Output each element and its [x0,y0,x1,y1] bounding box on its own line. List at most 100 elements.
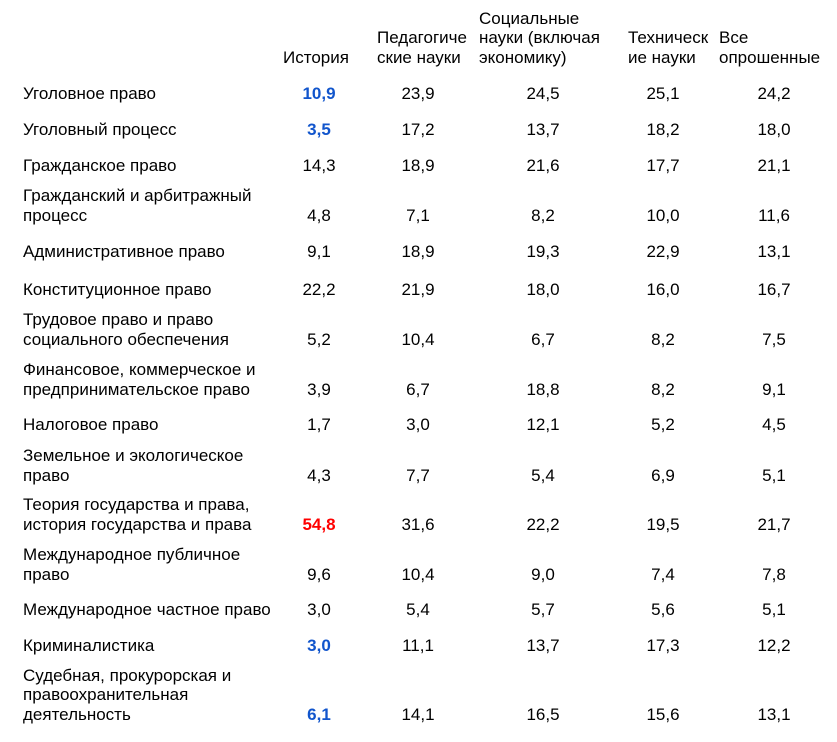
table-row: Гражданское право 14,3 18,9 21,6 17,7 21,1 [23,139,830,175]
header-technical: Техническ ие науки [628,28,709,67]
cell-value: 31,6 [401,514,435,534]
cell-value: 13,1 [757,241,791,261]
cell-value: 5,6 [651,599,675,619]
cell-value: 6,1 [307,704,331,724]
cell-value: 1,7 [307,414,331,434]
cell-value: 15,6 [646,704,680,724]
cell-value: 19,5 [646,514,680,534]
cell-value: 5,2 [307,329,331,349]
cell-value: 10,4 [401,329,435,349]
table-row: Финансовое, коммерческое и предпринимате… [23,349,830,399]
table-row: Международное публичное право 9,6 10,4 9,0 7… [23,534,830,584]
table-row: Теория государства и права, история госу… [23,485,830,534]
row-label: Трудовое право и право социального обесп… [23,310,229,349]
cell-value: 12,1 [526,414,560,434]
cell-value: 18,0 [757,119,791,139]
cell-value: 21,1 [757,155,791,175]
cell-value: 3,5 [307,119,331,139]
cell-value: 25,1 [646,83,680,103]
row-label: Судебная, прокурорская и правоохранитель… [23,665,232,724]
cell-value: 22,2 [526,514,560,534]
row-label: Финансовое, коммерческое и предпринимате… [23,360,256,399]
cell-value: 10,0 [646,205,680,225]
cell-value: 7,8 [762,564,786,584]
cell-value: 5,7 [531,599,555,619]
cell-value: 18,9 [401,241,435,261]
cell-value: 3,0 [307,599,331,619]
table-row: Трудовое право и право социального обесп… [23,299,830,349]
cell-value: 8,2 [651,379,675,399]
cell-value: 18,0 [526,279,560,299]
row-label: Конституционное право [23,279,212,299]
cell-value: 3,9 [307,379,331,399]
cell-value: 8,2 [531,205,555,225]
cell-value: 23,9 [401,83,435,103]
cell-value: 18,9 [401,155,435,175]
cell-value: 18,8 [526,379,560,399]
cell-value: 14,1 [401,704,435,724]
row-label: Уголовный процесс [23,119,177,139]
row-label: Теория государства и права, история госу… [23,495,252,534]
cell-value: 9,6 [307,564,331,584]
cell-value: 16,0 [646,279,680,299]
cell-value: 7,1 [406,205,430,225]
table-row: Судебная, прокурорская и правоохранитель… [23,655,830,724]
table-header: История Педагогиче ские науки Социальные… [23,0,830,67]
table-row: Международное частное право 3,0 5,4 5,7 5,6 5… [23,584,830,619]
row-label: Налоговое право [23,414,159,434]
cell-value: 5,2 [651,414,675,434]
header-history: История [283,47,349,67]
cell-value: 5,4 [531,465,555,485]
row-label: Земельное и экологическое право [23,446,244,485]
cell-value: 6,7 [406,379,430,399]
cell-value: 24,5 [526,83,560,103]
cell-value: 8,2 [651,329,675,349]
cell-value: 17,2 [401,119,435,139]
cell-value: 22,9 [646,241,680,261]
cell-value: 13,7 [526,119,560,139]
cell-value: 21,9 [401,279,435,299]
header-social: Социальные науки (включая экономику) [479,8,600,67]
cell-value: 16,7 [757,279,791,299]
cell-value: 21,6 [526,155,560,175]
cell-value: 4,8 [307,205,331,225]
table-row: Конституционное право 22,2 21,9 18,0 16,0 16,… [23,261,830,299]
row-label: Международное частное право [23,599,271,619]
cell-value: 11,1 [402,635,434,655]
row-label: Гражданское право [23,155,177,175]
cell-value: 11,6 [758,205,790,225]
cell-value: 4,5 [762,414,786,434]
cell-value: 13,7 [526,635,560,655]
cell-value: 7,7 [406,465,430,485]
cell-value: 22,2 [302,279,336,299]
cell-value: 5,1 [762,599,786,619]
cell-value: 12,2 [757,635,791,655]
data-table: История Педагогиче ские науки Социальные… [23,0,830,724]
table-body: Уголовное право 10,9 23,9 24,5 25,1 24,2 Уголо… [23,67,830,724]
cell-value: 7,4 [651,564,675,584]
table-row: Административное право 9,1 18,9 19,3 22,9 13,… [23,225,830,261]
cell-value: 10,4 [401,564,435,584]
cell-value: 9,0 [531,564,555,584]
cell-value: 5,1 [762,465,786,485]
cell-value: 17,3 [646,635,680,655]
cell-value: 18,2 [646,119,680,139]
row-label: Административное право [23,241,225,261]
table-row: Гражданский и арбитражный процесс 4,8 7,1 8… [23,175,830,225]
table-row: Уголовный процесс 3,5 17,2 13,7 18,2 18,0 [23,103,830,139]
row-label: Криминалистика [23,635,155,655]
cell-value: 19,3 [526,241,560,261]
cell-value: 6,7 [531,329,555,349]
header-pedagogical: Педагогиче ские науки [377,28,467,67]
row-label: Международное публичное право [23,545,241,584]
cell-value: 24,2 [757,83,791,103]
cell-value: 14,3 [302,155,336,175]
cell-value: 9,1 [762,379,786,399]
table-row: Уголовное право 10,9 23,9 24,5 25,1 24,2 [23,67,830,103]
cell-value: 9,1 [307,241,331,261]
cell-value: 21,7 [757,514,791,534]
row-label: Гражданский и арбитражный процесс [23,186,252,225]
cell-value: 10,9 [302,83,336,103]
cell-value: 3,0 [307,635,331,655]
table-row: Налоговое право 1,7 3,0 12,1 5,2 4,5 [23,399,830,434]
